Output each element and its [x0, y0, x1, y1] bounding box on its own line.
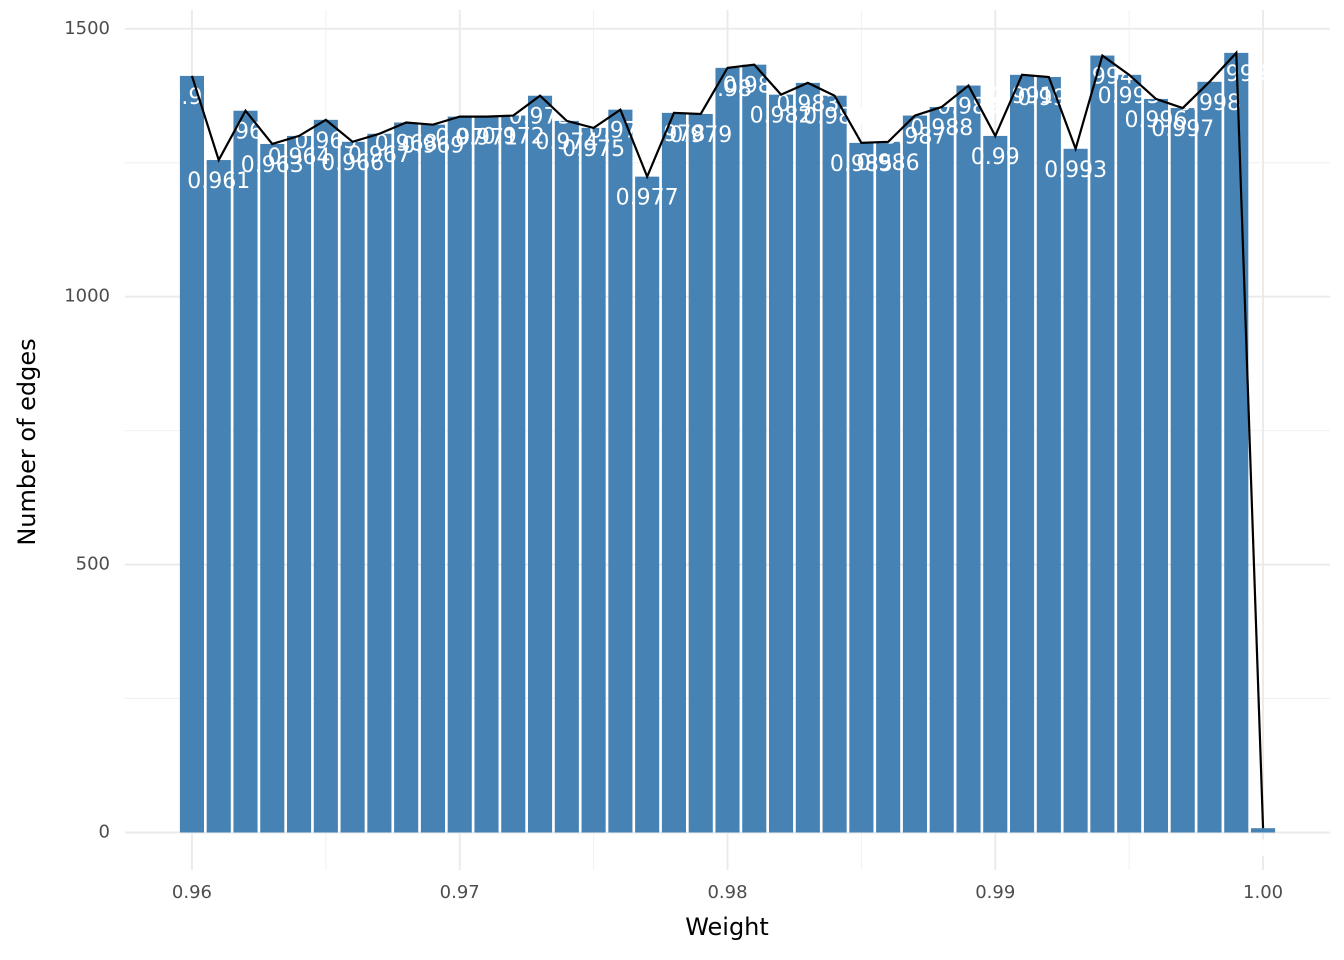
bar-label: 0.992 [1017, 86, 1080, 111]
bar [501, 115, 526, 833]
bar [1143, 98, 1168, 833]
bar-label: 0.967 [348, 143, 411, 168]
bar [340, 141, 365, 833]
bar-label: 0.978 [642, 122, 705, 147]
bar-label: 0.979 [669, 123, 732, 148]
bar-label: 0.97 [435, 126, 484, 151]
bar [956, 85, 981, 833]
bar [1170, 108, 1195, 833]
bar [206, 160, 231, 833]
bar-label: 0.985 [830, 152, 893, 177]
bar [1197, 81, 1222, 833]
bar [769, 94, 794, 833]
bar [742, 64, 767, 833]
bar-label: 0.977 [616, 186, 679, 211]
bar-label: 0.963 [241, 153, 304, 178]
x-tick-label: 0.99 [975, 882, 1015, 903]
bar [1036, 76, 1061, 833]
bar [849, 142, 874, 833]
bar [688, 113, 713, 833]
bar [1117, 74, 1142, 833]
bar [876, 141, 901, 833]
bar [983, 135, 1008, 833]
bar-label: 0.997 [1151, 117, 1214, 142]
bar-label: 0.971 [455, 126, 518, 151]
bar [929, 106, 954, 833]
bar-label: 0.993 [1044, 158, 1107, 183]
bar [394, 122, 419, 833]
bar [1063, 148, 1088, 833]
bar-label: 0.991 [991, 84, 1054, 109]
bar [474, 116, 499, 833]
bar [902, 115, 927, 833]
bar-label: 0.99 [971, 145, 1020, 170]
bar [715, 67, 740, 833]
bar [822, 95, 847, 833]
x-tick-label: 1.00 [1243, 882, 1283, 903]
bar [260, 143, 285, 833]
trend-line [190, 50, 1265, 829]
y-tick-label: 1500 [64, 18, 110, 39]
bar [581, 127, 606, 833]
bar [1090, 55, 1115, 833]
bar-label: 0.975 [562, 137, 625, 162]
bar [1251, 828, 1276, 833]
bar-label: 0.986 [857, 151, 920, 176]
bar [179, 75, 204, 833]
bar-label: 0.968 [375, 132, 438, 157]
y-tick-label: 500 [76, 554, 110, 575]
bar [1224, 52, 1249, 833]
bar [635, 176, 660, 833]
bar-label: 0.974 [535, 130, 598, 155]
bar-label: 0.96 [167, 85, 216, 110]
bar-label: 0.994 [1071, 65, 1134, 90]
bar [367, 133, 392, 833]
bar-label: 0.973 [509, 105, 572, 130]
bar-label: 0.996 [1124, 108, 1187, 133]
x-tick-label: 0.96 [172, 882, 212, 903]
bar [420, 124, 445, 833]
bar-label: 0.972 [482, 125, 545, 150]
bar [554, 120, 579, 833]
bar-label: 0.961 [187, 169, 250, 194]
x-axis-title: Weight [685, 913, 769, 941]
bar-label: 0.966 [321, 151, 384, 176]
bar [795, 82, 820, 833]
bar [233, 110, 258, 833]
bar [661, 112, 686, 833]
y-axis-title: Number of edges [13, 338, 41, 545]
bar [287, 135, 312, 833]
bar-label: 0.983 [776, 92, 839, 117]
bar-label: 0.982 [750, 104, 813, 129]
x-tick-label: 0.98 [707, 882, 747, 903]
bar-label: 0.964 [268, 145, 331, 170]
bar-label: 1 [1256, 837, 1270, 862]
bar [313, 119, 338, 833]
bar-label: 0.989 [937, 95, 1000, 120]
y-tick-label: 1000 [64, 286, 110, 307]
bar-label: 0.988 [910, 116, 973, 141]
x-tick-label: 0.97 [440, 882, 480, 903]
bar [1010, 74, 1035, 833]
bar [608, 109, 633, 833]
bar-label: 0.962 [214, 120, 277, 145]
bar-label: 0.984 [803, 105, 866, 130]
bar-label: 0.969 [401, 134, 464, 159]
bar [528, 95, 553, 833]
bar-label: 0.995 [1098, 84, 1161, 109]
y-tick-label: 0 [99, 821, 110, 842]
bar-label: 0.981 [723, 74, 786, 99]
bar [447, 116, 472, 833]
